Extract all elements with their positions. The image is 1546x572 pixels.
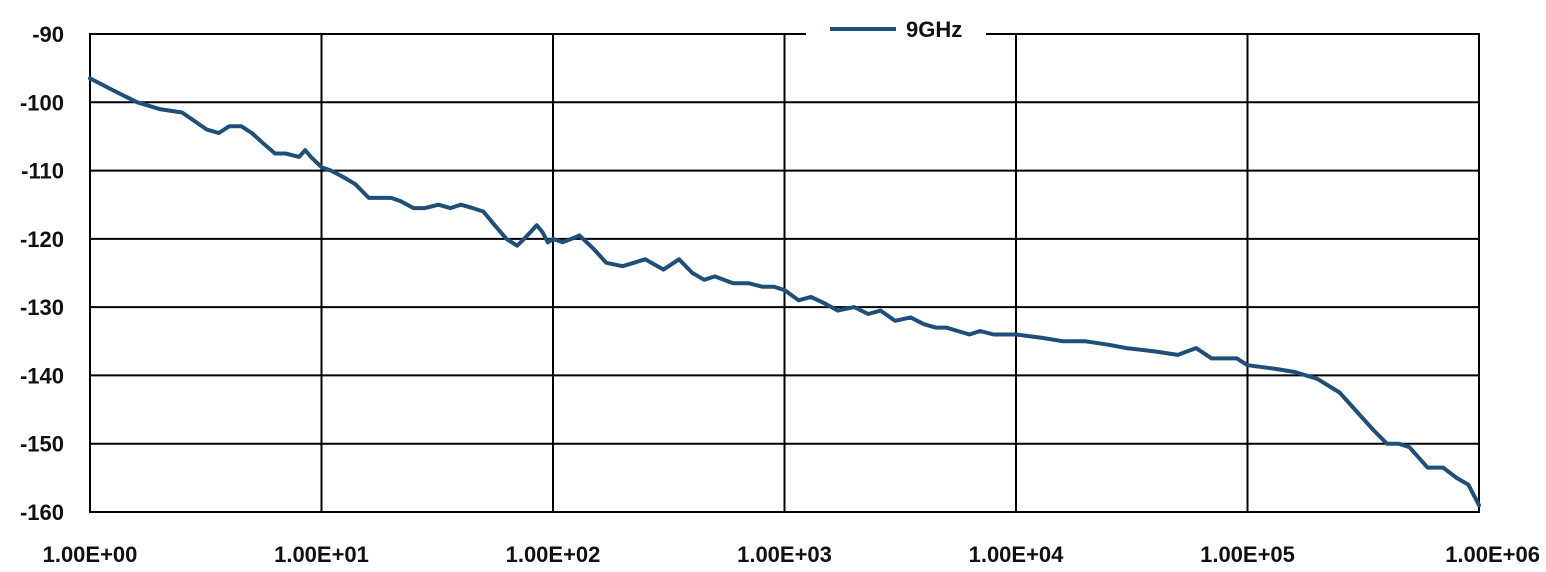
y-tick-label: -140 [20, 363, 64, 388]
x-tick-label: 1.00E+06 [1445, 542, 1540, 567]
y-tick-label: -90 [32, 22, 64, 47]
x-tick-label: 1.00E+03 [737, 542, 832, 567]
legend-label-9ghz: 9GHz [906, 17, 962, 42]
x-tick-label: 1.00E+00 [43, 542, 138, 567]
y-tick-label: -150 [20, 432, 64, 457]
plot-area-frame [89, 33, 1480, 513]
y-tick-label: -100 [20, 90, 64, 115]
x-axis-tick-labels: 1.00E+00 1.00E+01 1.00E+02 1.00E+03 1.00E+04… [43, 542, 1540, 567]
y-tick-label: -110 [21, 159, 64, 184]
y-axis-tick-labels: -90 -100 -110 -120 -130 -140 -150 -160 [20, 22, 64, 525]
y-tick-label: -160 [20, 500, 64, 525]
x-tick-label: 1.00E+05 [1200, 542, 1295, 567]
grid-lines [89, 33, 1480, 513]
x-tick-label: 1.00E+01 [274, 542, 369, 567]
y-tick-label: -130 [20, 295, 64, 320]
x-tick-label: 1.00E+04 [969, 542, 1065, 567]
y-tick-label: -120 [20, 227, 64, 252]
x-tick-label: 1.00E+02 [506, 542, 601, 567]
series-line-9ghz [88, 76, 1481, 508]
legend: 9GHz [806, 16, 986, 44]
